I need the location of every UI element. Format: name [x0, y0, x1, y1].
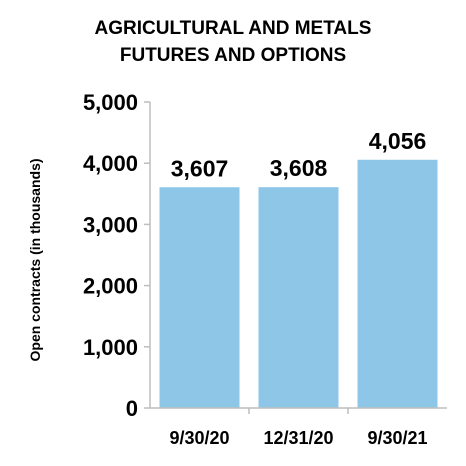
x-tick-label: 12/31/20	[263, 428, 333, 448]
y-axis-title: Open contracts (in thousands)	[27, 158, 43, 361]
bars	[159, 159, 438, 408]
data-label: 3,607	[171, 155, 229, 181]
y-tick-label: 3,000	[83, 212, 138, 237]
bar	[357, 159, 438, 408]
data-label: 3,608	[270, 155, 328, 181]
bar	[258, 187, 339, 408]
chart-title-line-1: AGRICULTURAL AND METALS	[94, 18, 372, 39]
x-tick-label: 9/30/20	[169, 428, 229, 448]
x-tick-label: 9/30/21	[367, 428, 427, 448]
bar	[159, 187, 240, 408]
y-tick-label: 4,000	[83, 151, 138, 176]
y-tick-label: 1,000	[83, 335, 138, 360]
data-label: 4,056	[369, 128, 427, 154]
y-tick-label: 2,000	[83, 274, 138, 299]
chart-title-line-2: FUTURES AND OPTIONS	[119, 45, 347, 66]
y-tick-label: 5,000	[83, 90, 138, 115]
y-tick-label: 0	[126, 396, 138, 421]
data-labels: 3,607 3,608 4,056	[171, 128, 427, 181]
y-axis: 0 1,000 2,000 3,000 4,000 5,000	[83, 90, 151, 421]
x-axis: 9/30/20 12/31/20 9/30/21	[150, 407, 447, 448]
